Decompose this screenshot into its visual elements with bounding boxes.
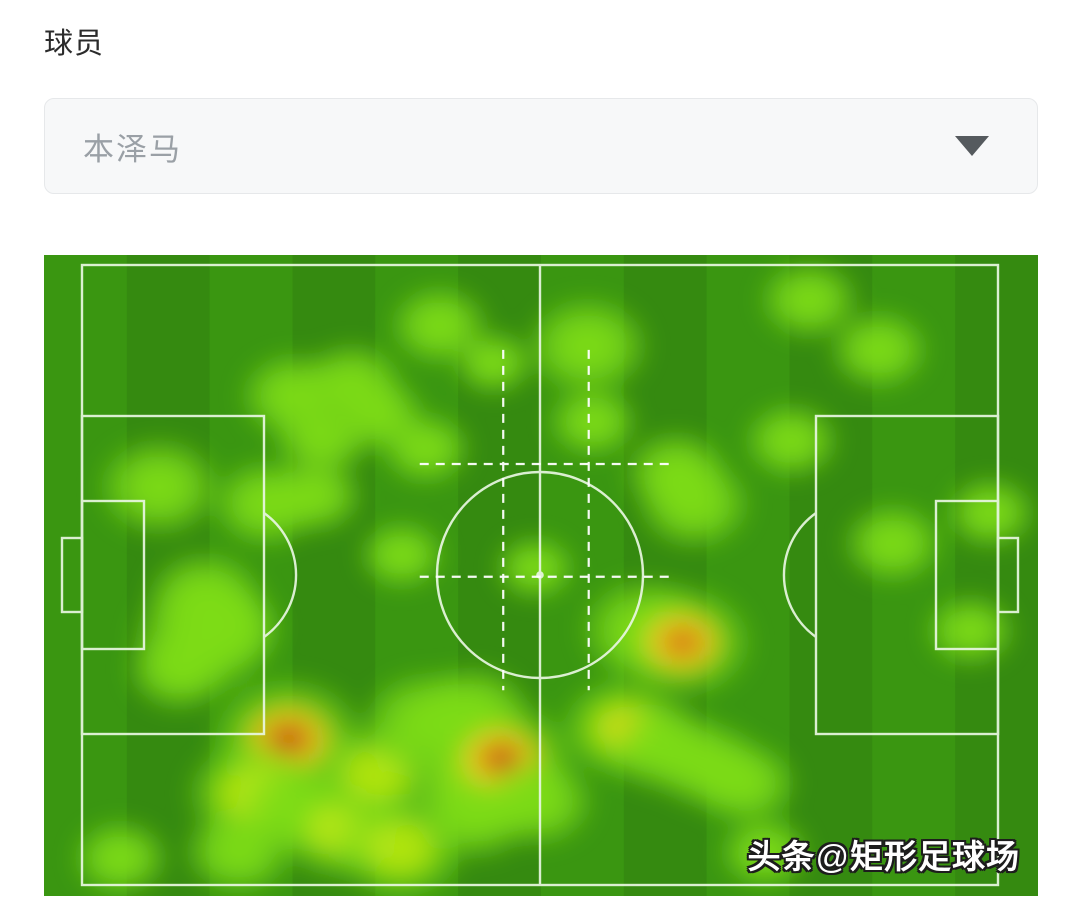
clipped-text-row-top [0, 2, 1078, 16]
player-select[interactable]: 本泽马 [44, 98, 1038, 194]
player-select-value: 本泽马 [83, 131, 182, 167]
chevron-down-icon [955, 136, 989, 156]
heatmap-pitch: 头条@矩形足球场 [44, 255, 1038, 896]
page-title: 球员 [44, 28, 105, 60]
pitch-heatmap-svg [44, 255, 1038, 896]
clipped-text-row-bottom [0, 902, 1078, 920]
